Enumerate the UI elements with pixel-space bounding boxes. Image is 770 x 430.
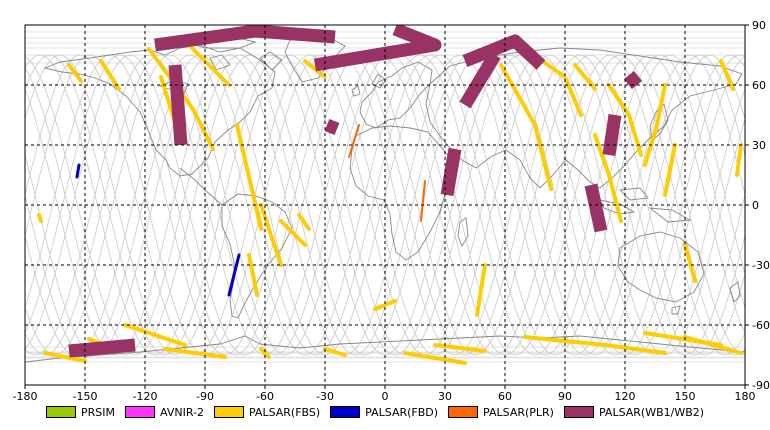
orbit-track bbox=[25, 54, 745, 356]
palsar-plr-swath bbox=[348, 124, 360, 158]
palsar-fbs-swath bbox=[607, 83, 643, 157]
palsar-fbs-swath bbox=[247, 253, 259, 297]
palsar-fbs-swath bbox=[183, 39, 231, 87]
x-tick-label: -90 bbox=[196, 390, 214, 403]
palsar-fbs-swath bbox=[719, 59, 735, 91]
palsar-fbs-swath bbox=[735, 143, 743, 177]
x-axis-ticks: -180 -150 -120 -90 -60 -30 0 30 60 90 120 150 180 bbox=[13, 385, 756, 403]
y-tick-label: 30 bbox=[752, 139, 766, 152]
legend-item-palsar-fbd: PALSAR(FBD) bbox=[330, 406, 438, 419]
y-tick-label: -90 bbox=[752, 379, 770, 392]
palsar-fbd-swaths bbox=[75, 163, 241, 297]
legend-swatch bbox=[213, 406, 244, 418]
palsar-fbs-swath bbox=[475, 263, 487, 317]
coastlines bbox=[25, 35, 745, 363]
palsar-fbs-swath bbox=[37, 213, 43, 223]
palsar-wb-swaths bbox=[68, 25, 643, 358]
palsar-wb-swath bbox=[623, 70, 643, 90]
palsar-wb-swath bbox=[584, 183, 608, 233]
y-tick-label: 90 bbox=[752, 19, 766, 32]
legend-label: PRSIM bbox=[81, 405, 115, 419]
legend-label: AVNIR-2 bbox=[160, 405, 204, 419]
palsar-wb-swath bbox=[462, 34, 546, 70]
palsar-fbs-swath bbox=[147, 47, 215, 151]
orbit-track bbox=[25, 54, 745, 356]
x-tick-label: 180 bbox=[735, 390, 756, 403]
palsar-wb-swath bbox=[459, 51, 501, 109]
legend-label: PALSAR(FBS) bbox=[248, 405, 321, 419]
legend-swatch bbox=[46, 406, 76, 418]
palsar-wb-swath bbox=[154, 25, 336, 52]
legend-label: PALSAR(FBD) bbox=[365, 405, 439, 419]
legend-swatch bbox=[448, 406, 479, 418]
palsar-wb-swath bbox=[168, 64, 188, 146]
x-tick-label: 60 bbox=[498, 390, 512, 403]
palsar-wb-swath bbox=[68, 338, 136, 358]
graticule-grid bbox=[25, 25, 745, 385]
y-tick-label: 60 bbox=[752, 79, 766, 92]
x-tick-label: 0 bbox=[382, 390, 389, 403]
palsar-fbs-swath bbox=[297, 213, 311, 231]
palsar-fbs-swath bbox=[323, 347, 347, 357]
y-tick-label: -30 bbox=[752, 259, 770, 272]
x-tick-label: 120 bbox=[615, 390, 636, 403]
palsar-fbs-swath bbox=[683, 243, 697, 283]
palsar-fbs-swath bbox=[163, 347, 227, 359]
x-tick-label: 30 bbox=[438, 390, 452, 403]
palsar-wb-swath bbox=[313, 25, 442, 72]
legend-label: PALSAR(PLR) bbox=[483, 405, 554, 419]
legend-item-palsar-plr: PALSAR(PLR) bbox=[448, 406, 554, 419]
palsar-fbs-swath bbox=[433, 343, 487, 353]
palsar-fbs-swath bbox=[403, 351, 467, 365]
y-tick-label: -60 bbox=[752, 319, 770, 332]
palsar-fbd-swath bbox=[75, 163, 81, 179]
palsar-fbs-swath bbox=[643, 83, 667, 167]
palsar-fbs-swath bbox=[523, 335, 607, 347]
palsar-fbs-swath bbox=[303, 59, 327, 79]
y-axis-ticks: 90 60 30 0 -30 -60 -90 bbox=[745, 19, 770, 392]
x-tick-label: 150 bbox=[675, 390, 696, 403]
palsar-fbs-swath bbox=[603, 343, 667, 355]
legend-item-palsar-fbs: PALSAR(FBS) bbox=[213, 405, 321, 419]
x-tick-label: 90 bbox=[558, 390, 572, 403]
palsar-fbs-swath bbox=[43, 351, 87, 363]
palsar-fbs-swath bbox=[643, 331, 723, 347]
y-tick-label: 0 bbox=[752, 199, 759, 212]
legend-swatch bbox=[330, 406, 361, 418]
x-tick-label: -120 bbox=[133, 390, 158, 403]
palsar-fbs-swath bbox=[67, 63, 83, 83]
orbit-track bbox=[25, 54, 745, 356]
legend-label: PALSAR(WB1/WB2) bbox=[598, 405, 705, 419]
palsar-fbs-swath bbox=[123, 323, 187, 347]
legend-item-avnir2: AVNIR-2 bbox=[125, 406, 204, 419]
x-tick-label: -150 bbox=[73, 390, 98, 403]
legend-item-prism: PRSIM bbox=[46, 406, 115, 419]
palsar-fbs-swath bbox=[663, 143, 677, 197]
orbit-track bbox=[25, 54, 745, 356]
palsar-fbs-swath bbox=[235, 123, 263, 231]
legend-item-palsar-wb: PALSAR(WB1/WB2) bbox=[563, 405, 705, 419]
palsar-plr-swaths bbox=[348, 124, 426, 222]
x-tick-label: -30 bbox=[316, 390, 334, 403]
palsar-plr-swath bbox=[420, 180, 426, 222]
legend-swatch bbox=[125, 406, 155, 418]
palsar-fbs-swath bbox=[259, 347, 271, 359]
palsar-fbd-swath bbox=[227, 253, 241, 297]
palsar-fbs-swath bbox=[259, 203, 283, 267]
palsar-fbs-swath bbox=[279, 219, 307, 247]
x-tick-label: -60 bbox=[256, 390, 274, 403]
palsar-wb-swath bbox=[602, 114, 622, 156]
palsar-fbs-swath bbox=[373, 299, 397, 311]
palsar-fbs-swath bbox=[99, 59, 121, 91]
palsar-fbs-swath bbox=[593, 133, 623, 223]
legend-swatch bbox=[563, 406, 594, 418]
palsar-wb-swath bbox=[440, 147, 462, 197]
legend: PRSIM AVNIR-2 PALSAR(FBS) PALSAR(FBD) PA… bbox=[46, 403, 714, 421]
x-tick-label: -180 bbox=[13, 390, 38, 403]
palsar-wb-swath bbox=[324, 118, 340, 136]
